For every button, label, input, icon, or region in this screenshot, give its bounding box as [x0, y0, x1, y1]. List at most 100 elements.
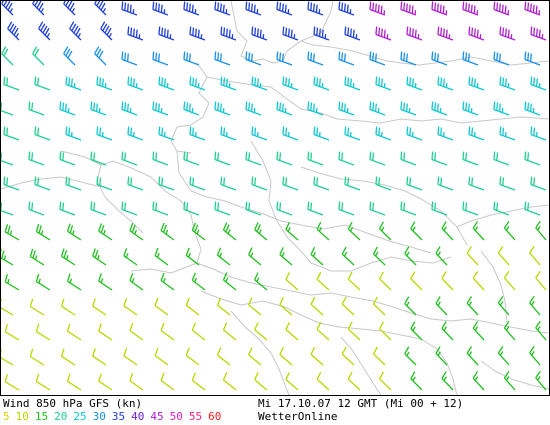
wind-barb	[222, 222, 237, 241]
wind-barb	[468, 176, 485, 191]
wind-barb	[347, 271, 361, 291]
wind-barb	[497, 295, 510, 316]
wind-barb	[468, 76, 485, 91]
wind-barb	[152, 101, 169, 116]
map-footer: Wind 850 hPa GFS (kn) 5 10 15 20 25 30 35 40 45 5…	[0, 396, 550, 425]
wind-barb	[1, 102, 14, 116]
wind-barb	[472, 321, 485, 341]
wind-barb	[185, 347, 200, 366]
wind-barb	[183, 151, 200, 166]
wind-barb	[1, 349, 14, 366]
wind-barb	[254, 222, 268, 241]
wind-barb	[378, 371, 392, 391]
wind-barb	[468, 26, 485, 41]
wind-barb	[251, 126, 268, 141]
wind-barb	[251, 176, 268, 191]
wind-barb	[307, 101, 324, 116]
wind-barb	[96, 76, 113, 91]
wind-barb	[530, 26, 547, 41]
wind-barb	[160, 372, 175, 391]
wind-barb	[127, 176, 144, 191]
wind-barb	[123, 348, 138, 366]
wind-barb	[372, 346, 386, 366]
wind-barb	[152, 151, 169, 166]
wind-barb	[66, 273, 82, 291]
legend-item-60: 60	[208, 410, 222, 423]
wind-barb	[375, 26, 392, 41]
wind-barb	[185, 247, 200, 266]
wind-barb	[285, 372, 299, 391]
wind-barb	[316, 371, 330, 391]
wind-barb	[316, 271, 330, 291]
wind-barb	[307, 151, 324, 166]
wind-barb	[462, 201, 479, 216]
wind-barb	[400, 101, 417, 116]
wind-barb	[92, 298, 107, 316]
wind-barb	[410, 271, 423, 291]
wind-barb	[4, 273, 20, 291]
wind-barb	[220, 26, 237, 41]
wind-barb	[276, 1, 293, 16]
wind-barb	[530, 126, 547, 141]
wind-barb	[152, 1, 169, 16]
wind-barb	[462, 51, 479, 66]
wind-barb	[316, 221, 330, 241]
wind-barb	[466, 246, 479, 266]
wind-barb	[65, 176, 82, 191]
wind-map-canvas	[1, 1, 549, 395]
wind-barb	[245, 1, 262, 16]
wind-barb	[435, 296, 448, 316]
wind-barb	[254, 372, 268, 391]
wind-barb	[29, 248, 45, 266]
wind-barb	[66, 223, 82, 241]
wind-barb	[307, 51, 324, 66]
wind-barb	[4, 373, 20, 391]
wind-barb	[310, 246, 324, 266]
wind-barb	[535, 320, 547, 341]
legend-item-30: 30	[92, 410, 106, 423]
wind-barb	[222, 372, 237, 391]
wind-barb	[96, 126, 113, 141]
wind-barb	[431, 51, 448, 66]
wind-barb	[245, 201, 262, 216]
wind-barb	[497, 345, 510, 366]
wind-barb	[378, 221, 392, 241]
wind-barb	[462, 151, 479, 166]
wind-barb	[90, 101, 107, 116]
wind-barb	[462, 101, 479, 116]
wind-barb	[338, 151, 355, 166]
wind-barb	[35, 323, 51, 341]
wind-barb	[251, 26, 268, 41]
wind-barb	[214, 151, 231, 166]
wind-barb	[100, 21, 113, 41]
wind-barb	[245, 101, 262, 116]
legend-item-35: 35	[111, 410, 126, 423]
wind-barb	[375, 76, 392, 91]
wind-barb	[216, 247, 231, 266]
wind-barb	[214, 201, 231, 216]
wind-barb	[191, 372, 206, 391]
wind-barb	[129, 323, 144, 341]
wind-barb	[121, 151, 138, 166]
wind-barb	[468, 126, 485, 141]
wind-barb	[254, 322, 268, 341]
wind-barb	[160, 272, 175, 291]
wind-barb	[499, 126, 516, 141]
wind-barb	[127, 26, 144, 41]
wind-barb	[535, 270, 547, 291]
wind-barb	[251, 76, 268, 91]
wind-barb	[435, 346, 448, 366]
wind-barb	[129, 273, 144, 291]
wind-barb	[282, 26, 299, 41]
wind-barb	[472, 221, 485, 241]
wind-barb	[493, 101, 510, 116]
wind-barb	[220, 176, 237, 191]
wind-barb	[28, 101, 45, 116]
wind-barb	[216, 347, 231, 366]
wind-barb	[60, 298, 76, 316]
legend-item-10: 10	[15, 410, 29, 423]
wind-barb	[189, 26, 206, 41]
wind-barb	[34, 126, 51, 141]
wind-barb	[472, 271, 485, 291]
wind-barb	[129, 373, 144, 391]
